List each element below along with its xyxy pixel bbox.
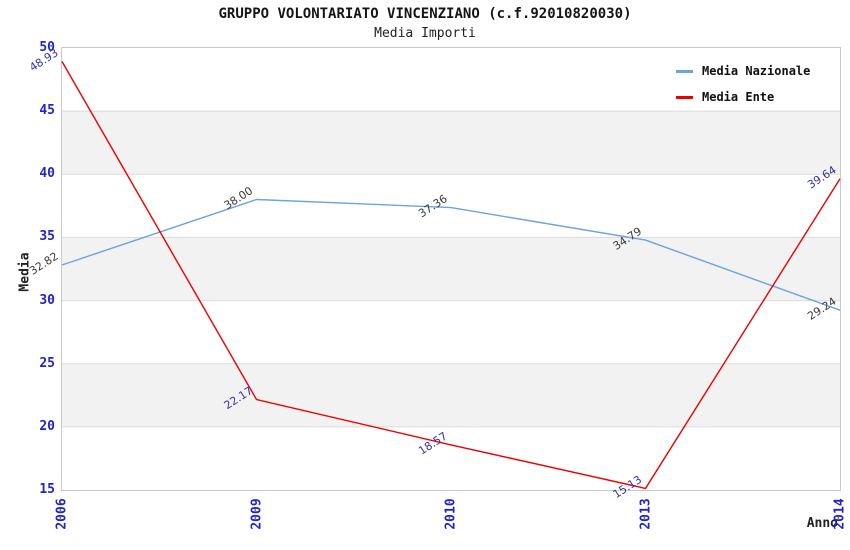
plot-band (62, 48, 840, 112)
x-tick-label: 2009 (249, 498, 264, 530)
y-tick-label: 30 (39, 292, 55, 308)
legend-label: Media Nazionale (702, 64, 811, 78)
plot-band (62, 111, 840, 175)
x-tick-label: 2013 (638, 498, 653, 530)
y-tick-label: 45 (39, 103, 55, 119)
series-line-media-ente (61, 61, 841, 490)
chart-title: GRUPPO VOLONTARIATO VINCENZIANO (c.f.920… (218, 6, 632, 22)
plot-band (62, 363, 840, 427)
x-tick-label: 2010 (443, 498, 459, 530)
legend-label: Media Ente (702, 90, 775, 104)
y-tick-label: 35 (39, 229, 55, 245)
plot-band (62, 426, 840, 490)
y-tick-label: 40 (39, 166, 55, 182)
chart-subtitle: Media Importi (374, 26, 476, 41)
x-axis-title: Anno (806, 516, 838, 531)
x-tick-label: 2006 (54, 498, 70, 530)
series-line-media-nazionale (61, 198, 841, 311)
plot-band (62, 300, 840, 364)
y-tick-label: 25 (39, 355, 55, 371)
plot-band (62, 174, 840, 238)
legend-swatch-icon (676, 69, 693, 73)
legend-swatch-icon (676, 95, 693, 99)
plot-area: 32.82 38.00 37.36 34.79 29.24 48.93 22.17 18.57… (27, 46, 841, 501)
y-tick-label: 20 (39, 418, 55, 434)
y-tick-label: 15 (39, 482, 55, 497)
plot-band (62, 237, 840, 301)
legend: Media Nazionale Media Ente (676, 62, 810, 114)
x-tick-label: 2014 (832, 498, 848, 530)
y-tick-label: 50 (39, 40, 55, 55)
legend-item: Media Ente (676, 88, 810, 106)
legend-item: Media Nazionale (676, 62, 810, 80)
